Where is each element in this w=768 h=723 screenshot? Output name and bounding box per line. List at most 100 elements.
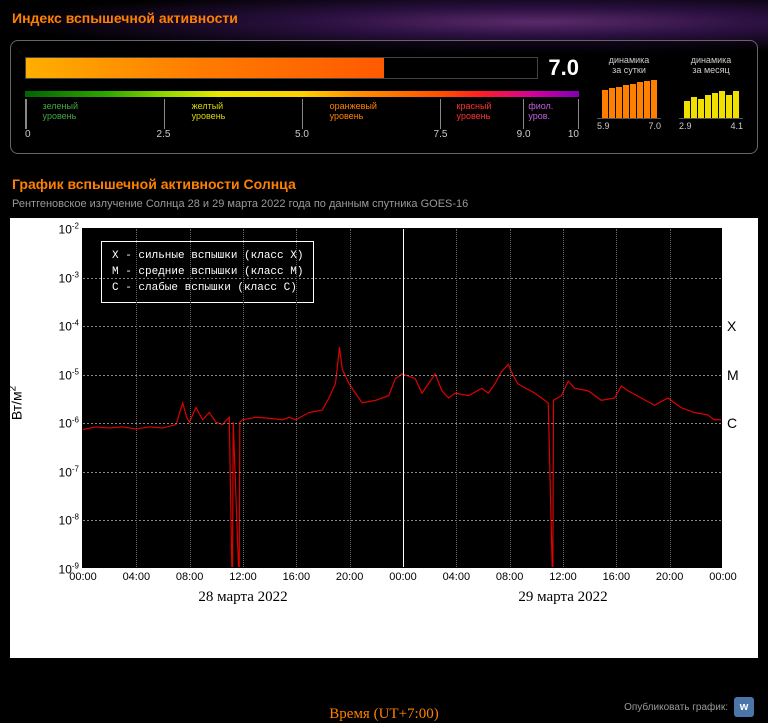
level-label: желтыйуровень: [192, 101, 226, 121]
dyn-bar: [609, 88, 615, 118]
grid-vline: [350, 229, 351, 567]
scale-tick: [523, 99, 524, 129]
chart-section: График вспышечной активности Солнца Рент…: [0, 166, 768, 723]
xtick-label: 00:00: [709, 571, 737, 583]
grid-vline: [456, 229, 457, 567]
ytick-label: 10-2: [59, 222, 79, 237]
scale-number: 0: [25, 129, 31, 140]
xtick-label: 04:00: [123, 571, 151, 583]
ytick-label: 10-6: [59, 416, 79, 431]
xtick-label: 00:00: [389, 571, 417, 583]
grid-vline: [563, 229, 564, 567]
dyn-month-title: динамиказа месяц: [679, 55, 743, 75]
level-label: фиол.уров.: [528, 101, 553, 121]
date-label: 28 марта 2022: [198, 589, 287, 606]
dyn-bar: [719, 91, 725, 118]
dynamics-day: динамиказа сутки 5.97.0: [597, 55, 661, 143]
scale-number: 5.0: [295, 129, 309, 140]
dyn-day-range: 5.97.0: [597, 121, 661, 131]
ytick-label: 10-3: [59, 270, 79, 285]
chart-ylabel: Вт/м2: [8, 386, 25, 420]
ytick-label: 10-5: [59, 367, 79, 382]
xtick-label: 20:00: [656, 571, 684, 583]
xtick-label: 08:00: [496, 571, 524, 583]
grid-vline: [670, 229, 671, 567]
grid-vline: [136, 229, 137, 567]
dyn-bar: [637, 82, 643, 118]
date-label: 29 марта 2022: [518, 589, 607, 606]
dyn-bar: [691, 97, 697, 118]
index-value: 7.0: [548, 55, 579, 81]
dyn-month-range: 2.94.1: [679, 121, 743, 131]
dynamics-month: динамиказа месяц 2.94.1: [679, 55, 743, 143]
scale-tick: [578, 99, 579, 129]
xtick-label: 12:00: [549, 571, 577, 583]
dyn-bar: [623, 85, 629, 118]
class-mark: M: [727, 367, 739, 383]
scale-number: 10: [568, 129, 579, 140]
scale-tick: [164, 99, 165, 129]
grid-vline: [403, 229, 404, 567]
dyn-bar: [630, 84, 636, 118]
level-label: зеленыйуровень: [43, 101, 78, 121]
publish-row: Опубликовать график: w: [624, 697, 754, 717]
grid-hline: [83, 326, 721, 327]
dyn-day-title: динамиказа сутки: [597, 55, 661, 75]
dyn-bar: [726, 95, 732, 118]
level-label: оранжевыйуровень: [330, 101, 377, 121]
grid-vline: [510, 229, 511, 567]
dyn-day-bars: [597, 79, 661, 119]
scale-tick: [26, 99, 27, 129]
grid-vline: [616, 229, 617, 567]
index-main: 7.0 зеленыйуровень желтыйуровень оранжевый…: [25, 55, 579, 143]
publish-label: Опубликовать график:: [624, 702, 728, 713]
dyn-bar: [616, 87, 622, 118]
index-section-title: Индекс вспышечной активности: [0, 0, 768, 32]
xtick-label: 04:00: [443, 571, 471, 583]
grid-hline: [83, 472, 721, 473]
xray-series-line: [83, 347, 721, 567]
dyn-bar: [705, 95, 711, 118]
index-bar-row: 7.0: [25, 55, 579, 81]
grid-vline: [190, 229, 191, 567]
dyn-bar: [602, 90, 608, 119]
chart-plot: X - сильные вспышки (класс X)M - средние…: [82, 228, 722, 568]
scale-tick: [302, 99, 303, 129]
xtick-label: 08:00: [176, 571, 204, 583]
grid-hline: [83, 278, 721, 279]
chart-container: Вт/м2 X - сильные вспышки (класс X)M - с…: [10, 218, 758, 658]
scale-numbers-row: 0 2.5 5.0 7.5 9.0 10: [25, 129, 579, 143]
gradient-strip: [25, 91, 579, 97]
ytick-label: 10-4: [59, 319, 79, 334]
xtick-label: 16:00: [283, 571, 311, 583]
ytick-label: 10-7: [59, 464, 79, 479]
xtick-label: 16:00: [603, 571, 631, 583]
scale-number: 2.5: [157, 129, 171, 140]
grid-hline: [83, 375, 721, 376]
scale-tick: [440, 99, 441, 129]
grid-hline: [83, 423, 721, 424]
dyn-bar: [684, 101, 690, 118]
scale-number: 9.0: [517, 129, 531, 140]
level-label: красныйуровень: [457, 101, 492, 121]
dyn-bar: [651, 80, 657, 118]
dyn-bar: [644, 81, 650, 118]
scale-labels-row: зеленыйуровень желтыйуровень оранжевыйуров…: [25, 99, 579, 129]
ytick-label: 10-8: [59, 513, 79, 528]
index-panel: 7.0 зеленыйуровень желтыйуровень оранжевый…: [10, 40, 758, 154]
chart-line-svg: [83, 229, 721, 567]
index-bar-track: [25, 57, 538, 79]
dyn-bar: [712, 93, 718, 118]
chart-section-title: График вспышечной активности Солнца: [10, 166, 758, 198]
xtick-label: 00:00: [69, 571, 97, 583]
xtick-label: 12:00: [229, 571, 257, 583]
index-bar-fill: [26, 58, 384, 78]
grid-vline: [296, 229, 297, 567]
dyn-month-bars: [679, 79, 743, 119]
xtick-label: 20:00: [336, 571, 364, 583]
scale-number: 7.5: [434, 129, 448, 140]
class-mark: C: [727, 415, 737, 431]
class-mark: X: [727, 318, 736, 334]
vk-icon[interactable]: w: [734, 697, 754, 717]
grid-vline: [243, 229, 244, 567]
